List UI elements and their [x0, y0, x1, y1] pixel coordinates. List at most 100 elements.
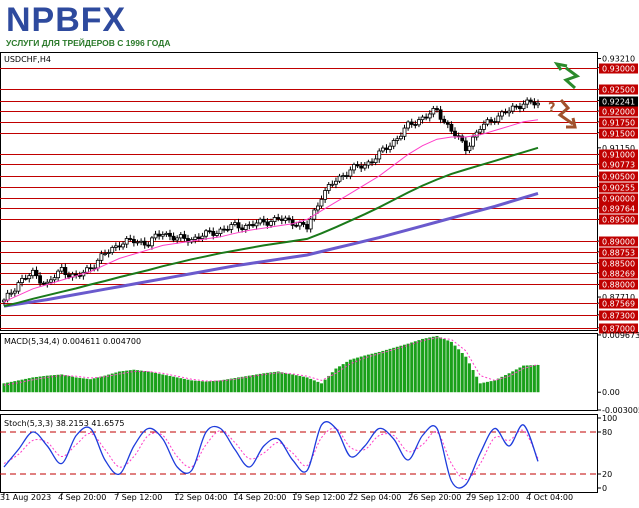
macd-bar	[71, 376, 75, 393]
level-tag-label: 0.90500	[602, 173, 635, 182]
time-tick-label: 4 Sep 20:00	[58, 493, 106, 502]
level-tag	[599, 203, 638, 214]
candle-body	[460, 135, 465, 142]
macd-bar	[107, 374, 111, 393]
candle-body	[229, 224, 234, 230]
level-tag-label: 0.92500	[602, 86, 635, 95]
macd-bar	[334, 368, 338, 393]
candle-body	[247, 224, 252, 226]
macd-bar	[392, 347, 396, 393]
level-tag	[599, 268, 638, 279]
candle-body	[200, 235, 205, 239]
macd-bar	[446, 340, 450, 393]
macd-tick-label: -0.003005	[602, 406, 639, 415]
candle-body	[92, 267, 97, 270]
level-tag-label: 0.91000	[602, 151, 635, 160]
stoch-tick-label: 0	[602, 484, 607, 493]
macd-bar	[464, 356, 468, 393]
macd-bar	[471, 370, 475, 393]
bearish-scenario-arrow	[557, 99, 574, 126]
macd-bar	[453, 345, 457, 393]
macd-bar	[161, 374, 165, 393]
macd-bar	[496, 378, 500, 393]
candle-body	[175, 237, 180, 241]
candle-body	[113, 245, 118, 248]
stoch-main-line	[3, 421, 539, 489]
macd-bar	[507, 373, 511, 393]
stoch-tick-label: 100	[602, 414, 617, 423]
logo-tagline: УСЛУГИ ДЛЯ ТРЕЙДЕРОВ С 1996 ГОДА	[6, 38, 171, 48]
time-tick-label: 12 Sep 04:00	[174, 493, 227, 502]
candle-body	[514, 105, 519, 108]
candle-body	[308, 218, 313, 230]
macd-bar	[348, 359, 352, 393]
candle-body	[258, 218, 263, 224]
candle-body	[337, 175, 342, 182]
macd-bar	[229, 378, 233, 393]
macd-bar	[193, 380, 197, 393]
macd-bar	[132, 369, 136, 393]
candle-body	[359, 165, 364, 169]
macd-bar	[27, 378, 31, 393]
candle-body	[9, 292, 14, 295]
candle-body	[377, 150, 382, 160]
candle-body	[233, 222, 237, 225]
macd-bar	[370, 353, 374, 393]
macd-bar	[154, 372, 158, 393]
macd-bar	[215, 380, 219, 393]
bullish-scenario-arrow	[563, 66, 581, 90]
macd-tick-label: 0.009673	[602, 331, 639, 340]
macd-bar	[269, 372, 273, 393]
macd-bar	[406, 343, 410, 393]
stoch-tick-label: 80	[602, 428, 612, 437]
macd-bar	[384, 349, 388, 393]
macd-bar	[323, 379, 327, 393]
candle-body	[380, 147, 385, 152]
candle-body	[77, 275, 82, 277]
candle-body	[124, 238, 129, 245]
candle-body	[196, 236, 201, 239]
macd-bar	[20, 379, 24, 393]
macd-bar	[6, 382, 10, 393]
candle-body	[370, 161, 374, 164]
macd-bar	[110, 373, 114, 393]
level-tag	[599, 159, 638, 170]
macd-bar	[164, 375, 168, 393]
macd-bar	[34, 376, 38, 393]
candle-body	[413, 124, 418, 126]
macd-bar	[291, 374, 295, 393]
macd-bar	[92, 378, 96, 393]
candle-body	[27, 275, 32, 280]
macd-bar	[327, 375, 331, 393]
candle-body	[489, 119, 493, 122]
time-tick-label: 14 Sep 20:00	[233, 493, 286, 502]
time-tick-label: 7 Sep 12:00	[114, 493, 162, 502]
macd-bar	[305, 377, 309, 393]
moving-average-slow	[3, 191, 539, 308]
level-tag-label: 0.87300	[602, 312, 635, 321]
candle-body	[496, 115, 501, 123]
macd-bar	[276, 371, 280, 393]
macd-bar	[338, 366, 342, 393]
candle-body	[525, 99, 530, 105]
time-tick-label: 26 Sep 20:00	[408, 493, 461, 502]
macd-bar	[56, 374, 60, 393]
candle-body	[481, 123, 486, 130]
macd-bar	[125, 370, 129, 393]
macd-bar	[316, 381, 320, 393]
level-tag	[599, 310, 638, 321]
time-tick-label: 31 Aug 2023	[0, 493, 51, 502]
candle-body	[463, 140, 468, 152]
candle-body	[164, 232, 169, 235]
level-tag	[599, 279, 638, 290]
macd-bar	[190, 380, 194, 393]
moving-average-mid	[3, 146, 539, 308]
candle-body	[348, 169, 353, 177]
macd-bar	[460, 352, 464, 393]
candle-body	[406, 121, 411, 129]
candle-body	[503, 111, 508, 114]
macd-bar	[255, 374, 259, 393]
price-tick-label: 0.91150	[602, 144, 635, 153]
time-tick-label: 29 Sep 12:00	[466, 493, 519, 502]
macd-bar	[85, 378, 89, 393]
